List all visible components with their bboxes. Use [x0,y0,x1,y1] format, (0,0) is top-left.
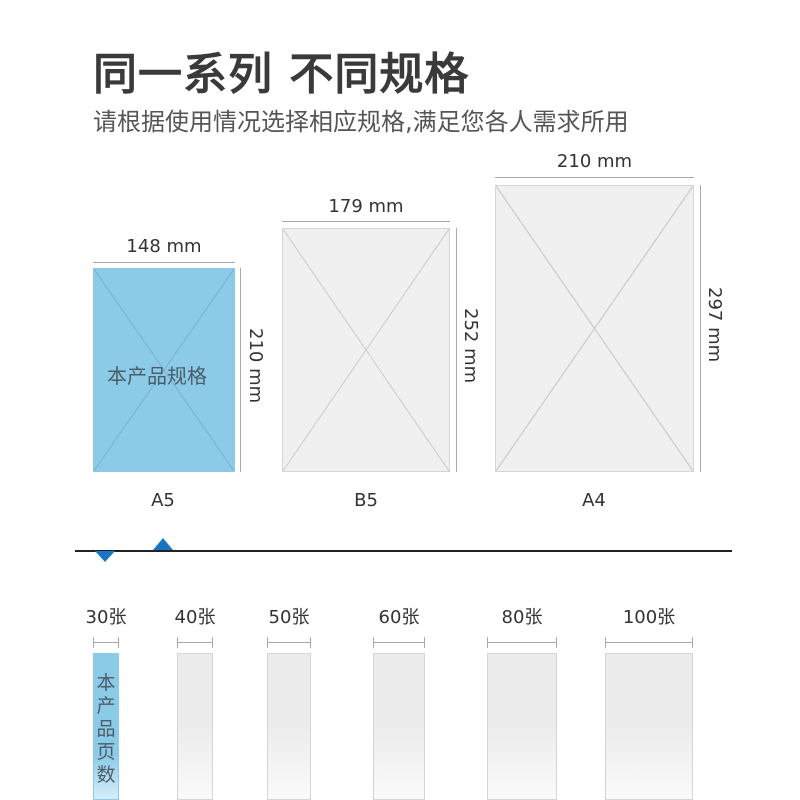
page-subtitle: 请根据使用情况选择相应规格,满足您各人需求所用 [93,108,629,136]
thickness-bracket-40 [177,637,213,648]
a5-selected-label: 本产品规格 [107,364,207,388]
a4-width-label: 210 mm [556,151,633,172]
section-divider [75,550,732,552]
b5-width-dimension-line [282,221,450,222]
a5-paper [93,268,235,472]
page-title: 同一系列 不同规格 [93,49,470,100]
a5-height-label: 210 mm [245,328,266,404]
triangle-down-marker-icon [95,551,115,562]
thickness-bar-60 [373,653,425,800]
a5-height-dimension-line [240,268,241,472]
a5-width-label: 148 mm [126,236,202,257]
b5-width-label: 179 mm [328,196,404,217]
a4-height-dimension-line [700,185,701,472]
a5-name: A5 [151,490,175,511]
a5-width-dimension-line [93,262,235,263]
thickness-bracket-80 [487,637,557,648]
page-count-label-50: 50张 [268,607,310,628]
page-count-label-80: 80张 [501,607,543,628]
thickness-bracket-100 [605,637,693,648]
b5-name: B5 [354,490,378,511]
b5-height-dimension-line [456,228,457,472]
page-count-label-30: 30张 [85,607,127,628]
thickness-bar-80 [487,653,557,800]
page-count-label-40: 40张 [174,607,216,628]
thickness-bracket-30 [93,637,119,648]
thickness-bracket-60 [373,637,425,648]
triangle-up-marker-icon [153,538,173,550]
thickness-bar-50 [267,653,311,800]
thickness-bar-40 [177,653,213,800]
a4-paper [495,185,694,472]
thickness-bar-30 [93,653,119,800]
thickness-bar-100 [605,653,693,800]
b5-paper [282,228,450,472]
a4-height-label: 297 mm [704,287,725,363]
page-count-label-100: 100张 [622,607,676,628]
b5-height-label: 252 mm [460,308,481,384]
a4-name: A4 [582,490,606,511]
a4-width-dimension-line [495,177,694,178]
page-count-label-60: 60张 [378,607,420,628]
thickness-bracket-50 [267,637,311,648]
selected-page-count-label: 本产品页数 [96,672,116,786]
